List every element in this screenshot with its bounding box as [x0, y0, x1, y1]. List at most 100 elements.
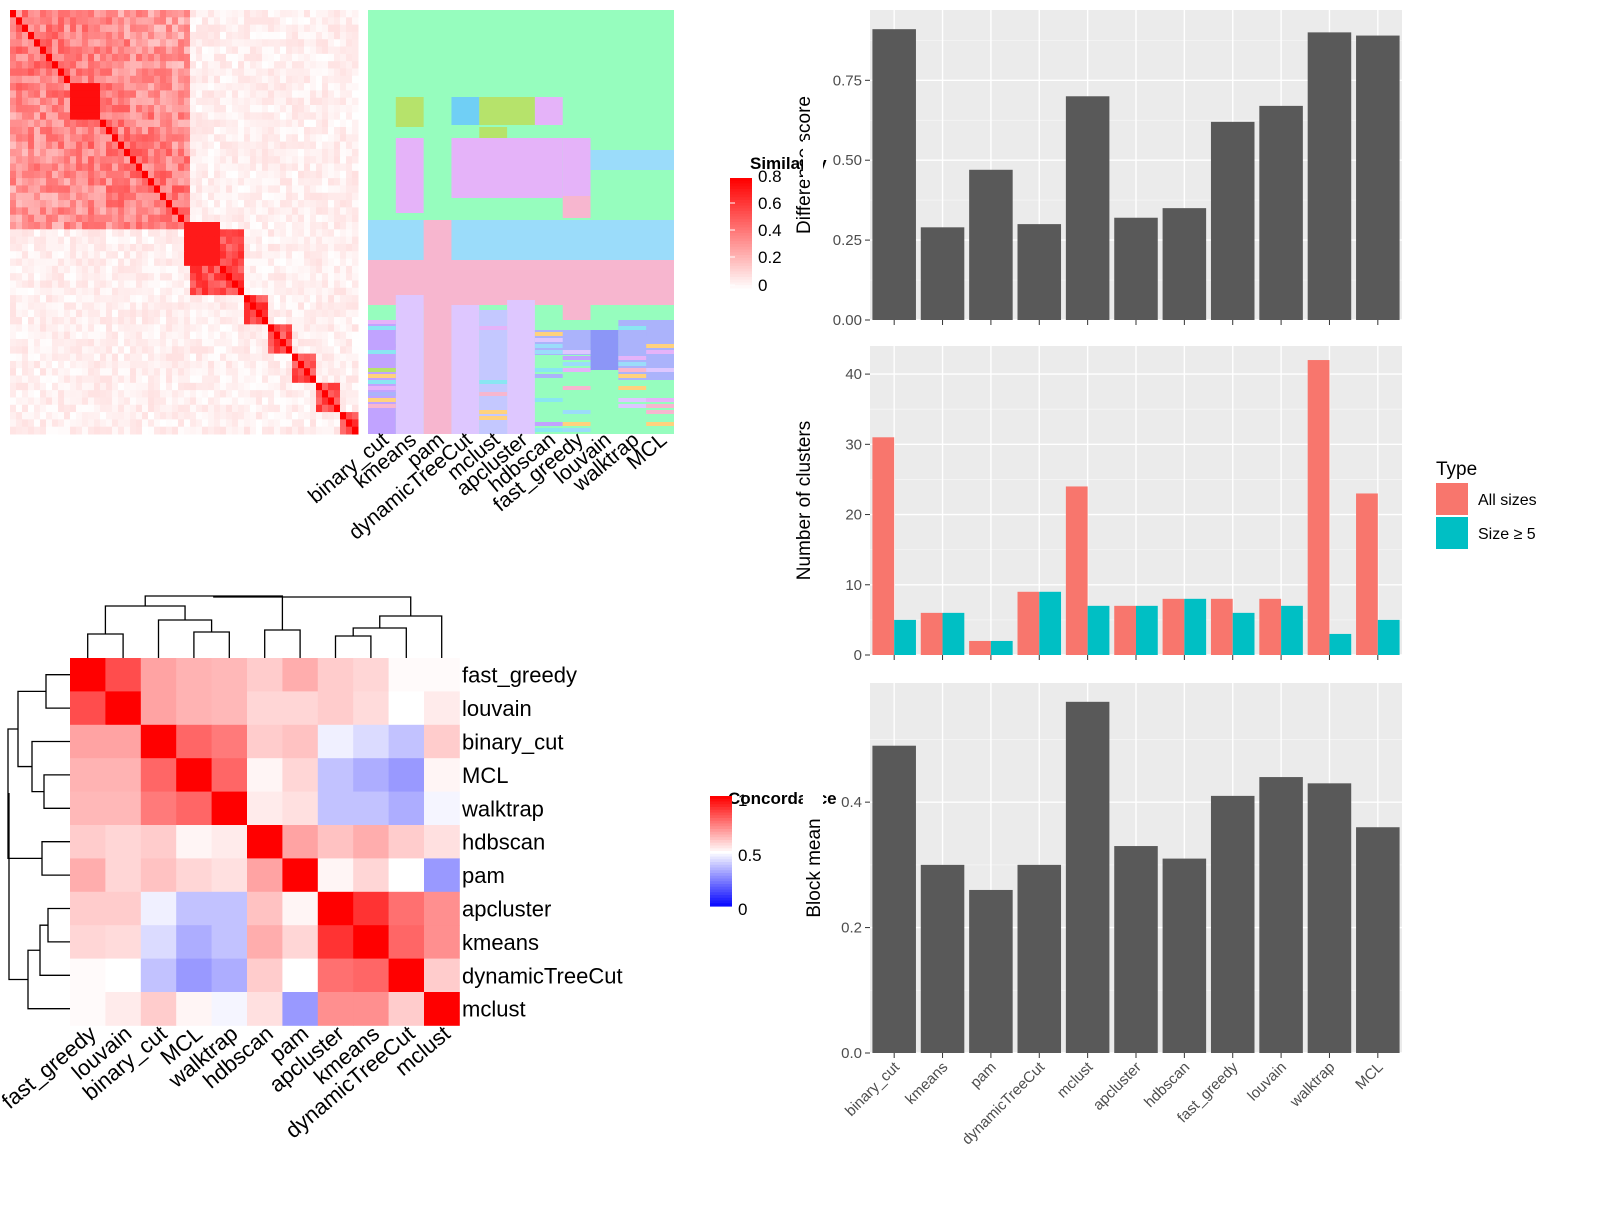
similarity-cell: [190, 39, 197, 48]
similarity-cell: [268, 53, 275, 62]
similarity-cell: [172, 295, 179, 303]
similarity-cell: [10, 119, 17, 128]
similarity-cell: [148, 134, 155, 143]
similarity-cell: [262, 302, 269, 311]
similarity-cell: [346, 112, 353, 121]
similarity-cell: [322, 222, 329, 230]
similarity-cell: [88, 10, 95, 18]
similarity-cell: [166, 105, 173, 113]
similarity-cell: [34, 426, 41, 435]
bar-size-ge5: [1281, 605, 1303, 655]
similarity-cell: [16, 258, 23, 267]
similarity-cell: [94, 39, 101, 48]
similarity-cell: [316, 90, 323, 99]
similarity-cell: [250, 295, 257, 303]
similarity-cell: [172, 185, 179, 194]
similarity-cell: [88, 280, 95, 289]
similarity-cell: [202, 75, 209, 84]
similarity-cell: [286, 360, 293, 369]
similarity-cell: [118, 126, 125, 135]
similarity-cell: [94, 200, 101, 208]
similarity-cell: [274, 273, 281, 281]
similarity-cell: [262, 426, 269, 435]
dendrogram-branch: [8, 793, 28, 981]
similarity-cell: [310, 39, 317, 48]
similarity-cell: [106, 68, 113, 77]
similarity-cell: [112, 390, 119, 398]
similarity-cell: [232, 317, 239, 325]
similarity-cell: [328, 68, 335, 77]
similarity-cell: [58, 17, 65, 26]
similarity-cell: [244, 119, 251, 128]
similarity-cell: [340, 17, 347, 26]
similarity-cell: [124, 61, 131, 69]
similarity-cell: [196, 112, 203, 121]
similarity-cell: [226, 10, 233, 18]
similarity-cell: [166, 39, 173, 48]
similarity-cell: [10, 163, 17, 172]
bar-all-sizes: [1210, 598, 1233, 655]
similarity-cell: [22, 24, 29, 33]
similarity-cell: [184, 156, 191, 165]
similarity-cell: [16, 412, 23, 420]
similarity-cell: [196, 207, 203, 216]
similarity-cell: [124, 214, 131, 223]
similarity-cell: [280, 207, 287, 216]
similarity-cell: [130, 163, 137, 172]
similarity-cell: [322, 185, 329, 194]
similarity-cell: [208, 156, 215, 165]
similarity-cell: [10, 83, 17, 91]
similarity-cell: [34, 192, 41, 201]
similarity-cell: [274, 287, 281, 296]
similarity-cell: [244, 412, 251, 420]
similarity-cell: [316, 17, 323, 26]
concordance-legend-label: 0: [738, 900, 747, 919]
similarity-cell: [352, 412, 359, 420]
similarity-cell: [352, 46, 359, 55]
similarity-cell: [208, 10, 215, 18]
similarity-cell: [280, 222, 287, 230]
similarity-cell: [340, 163, 347, 172]
similarity-cell: [286, 404, 293, 413]
similarity-cell: [100, 273, 107, 281]
similarity-cell: [286, 346, 293, 355]
similarity-cell: [16, 90, 23, 99]
similarity-cell: [106, 412, 113, 420]
similarity-cell: [328, 273, 335, 281]
similarity-cell: [142, 214, 149, 223]
similarity-cell: [334, 178, 341, 186]
similarity-cell: [298, 265, 305, 274]
similarity-cell: [328, 31, 335, 40]
similarity-cell: [34, 302, 41, 311]
similarity-cell: [106, 353, 113, 362]
similarity-cell: [16, 39, 23, 48]
similarity-cell: [106, 134, 113, 143]
similarity-cell: [190, 119, 197, 128]
similarity-cell: [94, 90, 101, 99]
similarity-cell: [244, 317, 251, 325]
similarity-cell: [64, 207, 71, 216]
similarity-cell: [202, 148, 209, 157]
similarity-cell: [58, 207, 65, 216]
similarity-cell: [160, 112, 167, 121]
similarity-cell: [244, 251, 251, 260]
similarity-cell: [142, 112, 149, 121]
similarity-cell: [334, 112, 341, 121]
similarity-cell: [196, 170, 203, 179]
similarity-cell: [328, 170, 335, 179]
similarity-cell: [232, 61, 239, 69]
similarity-legend-gradient: [730, 205, 752, 209]
similarity-cell: [58, 83, 65, 91]
similarity-cell: [220, 338, 227, 347]
similarity-cell: [166, 90, 173, 99]
similarity-cell: [298, 419, 305, 428]
similarity-cell: [250, 134, 257, 143]
similarity-cell: [70, 295, 77, 303]
concordance-cell: [282, 691, 319, 726]
similarity-cell: [142, 390, 149, 398]
similarity-cell: [298, 105, 305, 113]
similarity-cell: [100, 178, 107, 186]
similarity-cell: [148, 412, 155, 420]
similarity-cell: [82, 404, 89, 413]
similarity-cell: [124, 126, 131, 135]
